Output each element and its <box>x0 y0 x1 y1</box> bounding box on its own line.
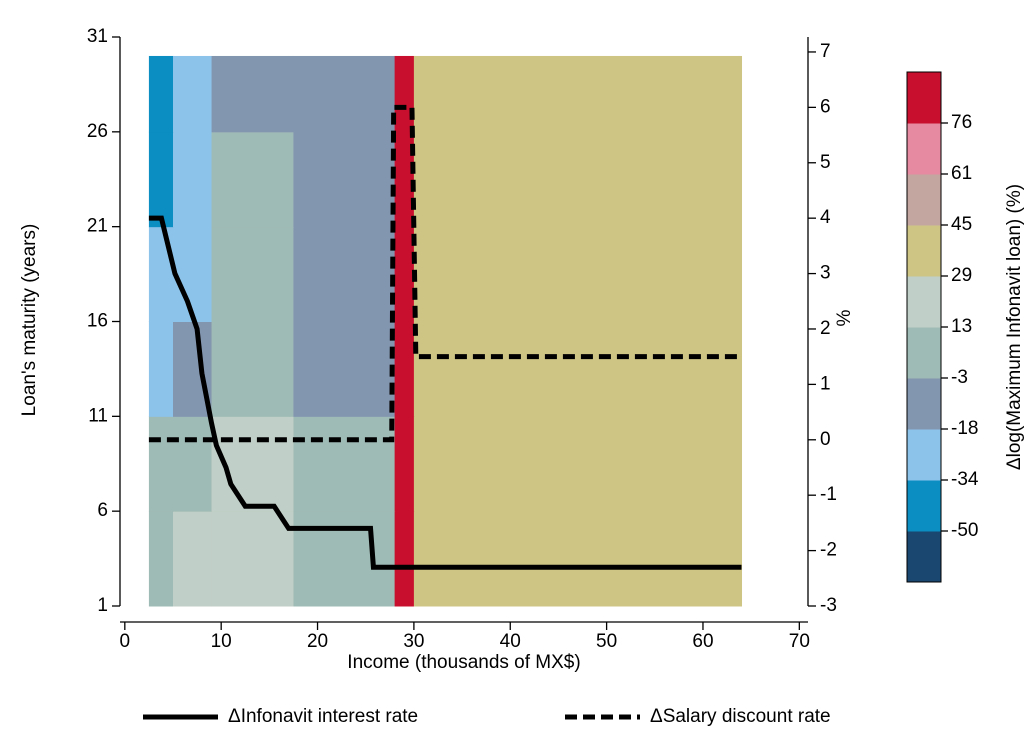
colorbar-band <box>907 225 941 277</box>
heat-cell <box>211 226 294 322</box>
x-tick-label: 70 <box>789 631 810 652</box>
y2-tick-label: 7 <box>820 41 831 62</box>
colorbar-title: Δlog(Maximum Infonavit loan) (%) <box>1004 184 1025 470</box>
heat-cell <box>413 55 743 133</box>
heat-cell <box>413 226 743 322</box>
heat-cell <box>148 55 174 133</box>
y2-tick-label: -1 <box>820 484 837 505</box>
legend-label: ΔInfonavit interest rate <box>228 706 418 727</box>
y-tick-label: 31 <box>87 26 108 47</box>
heat-cell <box>172 511 213 607</box>
colorbar-band <box>907 72 941 124</box>
heat-cell <box>293 321 396 417</box>
x-tick-label: 10 <box>211 631 232 652</box>
heat-cell <box>211 321 294 417</box>
heat-cell <box>148 226 174 322</box>
colorbar-label: -34 <box>951 469 979 490</box>
y-tick-label: 11 <box>88 405 108 426</box>
colorbar-band <box>907 276 941 328</box>
y-tick-label: 21 <box>87 216 108 237</box>
heat-cell <box>394 511 415 607</box>
y-tick-label: 16 <box>87 311 108 332</box>
colorbar-label: -3 <box>951 367 968 388</box>
y2-tick-label: 2 <box>820 318 831 339</box>
heat-cell <box>172 416 213 512</box>
colorbar-band <box>907 327 941 379</box>
x-tick-label: 30 <box>403 631 424 652</box>
heat-cell <box>148 131 174 228</box>
heat-cell <box>293 416 396 512</box>
colorbar-label: 13 <box>951 316 972 337</box>
heat-cell <box>394 131 415 228</box>
y-tick-label: 6 <box>97 500 108 521</box>
y2-tick-label: 5 <box>820 152 831 173</box>
x-tick-label: 40 <box>500 631 521 652</box>
heat-cell <box>211 131 294 228</box>
x-axis-title: Income (thousands of MX$) <box>347 652 580 673</box>
colorbar-label: -50 <box>951 520 978 541</box>
colorbar-band <box>907 531 941 583</box>
series-line <box>148 215 742 570</box>
heat-cell <box>293 55 396 133</box>
heat-cell <box>394 321 415 417</box>
heat-cell <box>394 55 415 133</box>
colorbar-band <box>907 174 941 226</box>
y2-tick-label: 6 <box>820 96 831 117</box>
colorbar-band <box>907 429 941 481</box>
y2-axis-title: % <box>834 309 855 326</box>
x-tick-label: 60 <box>692 631 713 652</box>
y-axis-title: Loan's maturity (years) <box>19 224 40 417</box>
heat-cell <box>211 511 294 607</box>
heat-cell <box>148 416 174 512</box>
heat-cell <box>148 321 174 417</box>
heat-cell <box>293 226 396 322</box>
heat-cell <box>172 131 213 228</box>
y2-tick-label: -2 <box>820 540 837 561</box>
x-tick-label: 20 <box>307 631 328 652</box>
y2-tick-label: 4 <box>820 207 831 228</box>
heat-cell <box>394 416 415 512</box>
y2-tick-label: 1 <box>820 373 831 394</box>
colorbar-label: 45 <box>951 214 972 235</box>
y2-tick-label: -3 <box>820 595 837 616</box>
colorbar-label: 61 <box>951 163 972 184</box>
heat-cell <box>394 226 415 322</box>
legend-label: ΔSalary discount rate <box>650 706 831 727</box>
x-tick-label: 0 <box>120 631 131 652</box>
series-line <box>148 104 742 443</box>
heat-cell <box>172 55 213 133</box>
colorbar-label: 76 <box>951 112 972 133</box>
heat-cell <box>172 226 213 322</box>
heat-cell <box>413 131 743 228</box>
colorbar-label: 29 <box>951 265 972 286</box>
heat-cell <box>413 416 743 512</box>
y2-tick-label: 3 <box>820 263 831 284</box>
x-tick-label: 50 <box>596 631 617 652</box>
heat-cell <box>211 55 294 133</box>
heat-cell <box>293 511 396 607</box>
colorbar-band <box>907 123 941 175</box>
y2-tick-label: 0 <box>820 429 831 450</box>
colorbar-band <box>907 480 941 532</box>
heat-cell <box>148 511 174 607</box>
y-tick-label: 26 <box>87 121 108 142</box>
colorbar-label: -18 <box>951 418 978 439</box>
heat-cell <box>293 131 396 228</box>
y-tick-label: 1 <box>97 595 108 616</box>
heat-cell <box>413 511 743 607</box>
heat-cell <box>413 321 743 417</box>
colorbar-band <box>907 378 941 430</box>
